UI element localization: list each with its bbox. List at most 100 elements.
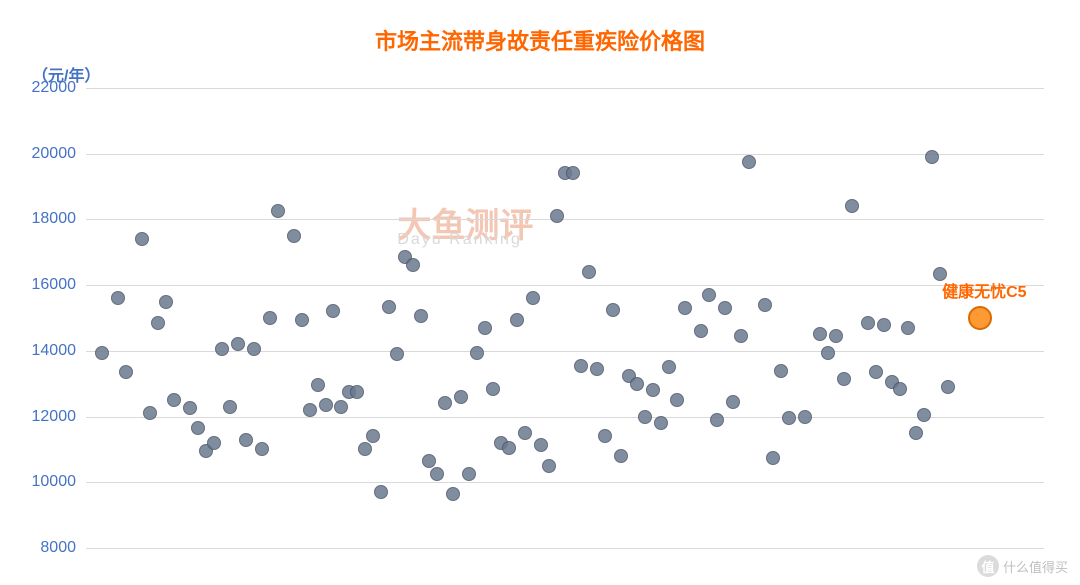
data-point bbox=[582, 265, 596, 279]
data-point bbox=[319, 398, 333, 412]
data-point bbox=[678, 301, 692, 315]
gridline bbox=[86, 548, 1044, 549]
data-point bbox=[670, 393, 684, 407]
data-point bbox=[829, 329, 843, 343]
corner-watermark-text: 什么值得买 bbox=[1003, 557, 1068, 576]
data-point bbox=[510, 313, 524, 327]
data-point bbox=[326, 304, 340, 318]
data-point bbox=[901, 321, 915, 335]
y-tick-label: 12000 bbox=[32, 408, 87, 426]
data-point bbox=[334, 400, 348, 414]
data-point bbox=[374, 485, 388, 499]
data-point bbox=[638, 410, 652, 424]
gridline bbox=[86, 482, 1044, 483]
data-point bbox=[574, 359, 588, 373]
data-point bbox=[207, 436, 221, 450]
gridline bbox=[86, 285, 1044, 286]
data-point bbox=[390, 347, 404, 361]
data-point bbox=[223, 400, 237, 414]
y-tick-label: 14000 bbox=[32, 342, 87, 360]
y-tick-label: 8000 bbox=[40, 539, 86, 557]
data-point bbox=[215, 342, 229, 356]
corner-watermark: 值 什么值得买 bbox=[977, 555, 1068, 577]
data-point bbox=[694, 324, 708, 338]
data-point bbox=[718, 301, 732, 315]
data-point bbox=[430, 467, 444, 481]
data-point bbox=[446, 487, 460, 501]
data-point bbox=[726, 395, 740, 409]
data-point bbox=[462, 467, 476, 481]
data-point bbox=[606, 303, 620, 317]
data-point bbox=[239, 433, 253, 447]
data-point bbox=[191, 421, 205, 435]
data-point bbox=[143, 406, 157, 420]
data-point bbox=[782, 411, 796, 425]
data-point bbox=[95, 346, 109, 360]
data-point bbox=[486, 382, 500, 396]
data-point bbox=[813, 327, 827, 341]
data-point bbox=[422, 454, 436, 468]
zhi-circle-icon: 值 bbox=[977, 555, 999, 577]
data-point bbox=[758, 298, 772, 312]
data-point bbox=[550, 209, 564, 223]
data-point bbox=[303, 403, 317, 417]
gridline bbox=[86, 351, 1044, 352]
data-point bbox=[406, 258, 420, 272]
data-point bbox=[518, 426, 532, 440]
data-point bbox=[869, 365, 883, 379]
data-point bbox=[119, 365, 133, 379]
watermark-en: Dayu Ranking bbox=[397, 231, 522, 249]
data-point bbox=[526, 291, 540, 305]
gridline bbox=[86, 417, 1044, 418]
data-point bbox=[909, 426, 923, 440]
data-point bbox=[861, 316, 875, 330]
data-point bbox=[231, 337, 245, 351]
data-point bbox=[111, 291, 125, 305]
y-tick-label: 20000 bbox=[32, 145, 87, 163]
data-point bbox=[470, 346, 484, 360]
data-point bbox=[311, 378, 325, 392]
gridline bbox=[86, 219, 1044, 220]
data-point bbox=[590, 362, 604, 376]
data-point bbox=[845, 199, 859, 213]
data-point bbox=[382, 300, 396, 314]
data-point bbox=[295, 313, 309, 327]
data-point bbox=[534, 438, 548, 452]
data-point bbox=[774, 364, 788, 378]
data-point bbox=[502, 441, 516, 455]
highlight-point bbox=[968, 306, 992, 330]
y-tick-label: 16000 bbox=[32, 276, 87, 294]
data-point bbox=[151, 316, 165, 330]
data-point bbox=[542, 459, 556, 473]
data-point bbox=[630, 377, 644, 391]
data-point bbox=[135, 232, 149, 246]
data-point bbox=[287, 229, 301, 243]
data-point bbox=[654, 416, 668, 430]
data-point bbox=[766, 451, 780, 465]
data-point bbox=[877, 318, 891, 332]
data-point bbox=[350, 385, 364, 399]
data-point bbox=[366, 429, 380, 443]
y-tick-label: 10000 bbox=[32, 473, 87, 491]
data-point bbox=[702, 288, 716, 302]
y-tick-label: 22000 bbox=[32, 79, 87, 97]
data-point bbox=[255, 442, 269, 456]
data-point bbox=[247, 342, 261, 356]
data-point bbox=[358, 442, 372, 456]
chart-container: 市场主流带身故责任重疾险价格图 （元/年） 大鱼测评 Dayu Ranking … bbox=[0, 0, 1080, 585]
data-point bbox=[925, 150, 939, 164]
data-point bbox=[478, 321, 492, 335]
gridline bbox=[86, 154, 1044, 155]
y-tick-label: 18000 bbox=[32, 210, 87, 228]
data-point bbox=[734, 329, 748, 343]
plot-area: 大鱼测评 Dayu Ranking 8000100001200014000160… bbox=[86, 88, 1044, 548]
data-point bbox=[566, 166, 580, 180]
data-point bbox=[662, 360, 676, 374]
data-point bbox=[414, 309, 428, 323]
data-point bbox=[159, 295, 173, 309]
data-point bbox=[821, 346, 835, 360]
data-point bbox=[893, 382, 907, 396]
data-point bbox=[646, 383, 660, 397]
data-point bbox=[183, 401, 197, 415]
data-point bbox=[454, 390, 468, 404]
